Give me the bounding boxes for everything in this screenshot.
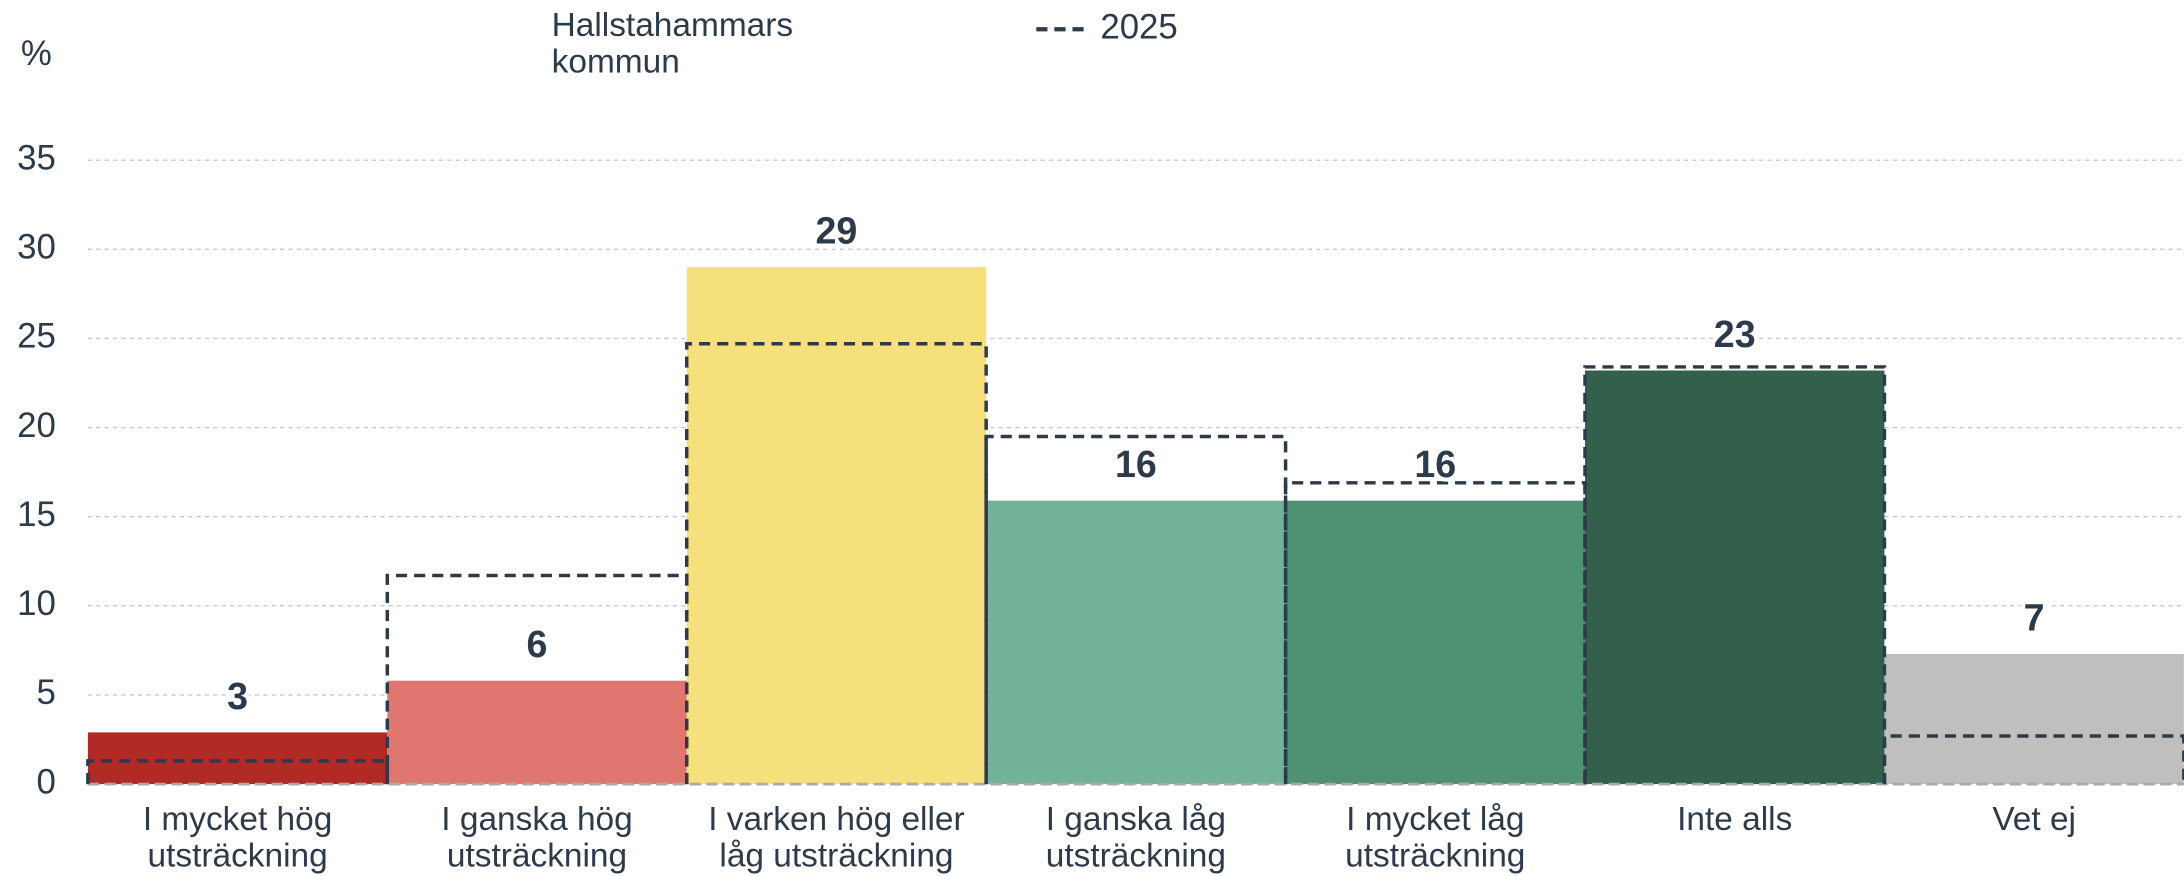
legend-label: 2025 <box>1100 7 1177 46</box>
x-tick-label-box: Vet ej <box>1992 802 2076 839</box>
x-tick-label: I ganska hög utsträckning <box>441 802 633 875</box>
x-tick-label: I mycket låg utsträckning <box>1345 802 1526 875</box>
bar <box>686 267 987 785</box>
reference-outline <box>1583 365 1887 785</box>
y-axis-label: % <box>21 34 52 73</box>
y-tick-label: 5 <box>36 673 55 712</box>
x-tick-label-box: I mycket låg utsträckning <box>1345 802 1526 875</box>
bar <box>87 732 388 785</box>
y-tick-label: 30 <box>17 227 56 266</box>
bar <box>1585 370 1885 785</box>
x-tick-label: I mycket hög utsträckning <box>142 802 333 875</box>
value-label: 16 <box>1414 443 1456 485</box>
x-tick-label: I varken hög eller låg utsträckning <box>708 802 965 875</box>
x-tick-label-box: I ganska hög utsträckning <box>441 802 633 875</box>
x-tick-label-box: Inte alls <box>1677 802 1793 839</box>
reference-outline <box>86 759 390 785</box>
x-tick-label-box: I mycket hög utsträckning <box>142 802 333 875</box>
y-tick-label: 10 <box>17 584 56 623</box>
value-label: 6 <box>527 623 548 665</box>
y-tick-label: 35 <box>17 138 56 177</box>
y-tick-label: 0 <box>36 762 55 801</box>
legend-label-box: Hallstahammars kommun <box>551 8 794 81</box>
y-tick-label: 15 <box>17 495 56 534</box>
value-label: 23 <box>1714 313 1756 355</box>
x-tick-label: Vet ej <box>1992 802 2076 839</box>
x-tick-label: Inte alls <box>1677 802 1793 839</box>
x-tick-label: I ganska låg utsträckning <box>1045 802 1226 875</box>
x-tick-label-box: I varken hög eller låg utsträckning <box>708 802 965 875</box>
legend-label: Hallstahammars kommun <box>551 8 794 81</box>
y-tick-label: 20 <box>17 406 56 445</box>
value-label: 7 <box>2024 596 2045 638</box>
value-label: 29 <box>816 210 858 252</box>
bar <box>986 500 1286 785</box>
value-label: 16 <box>1115 443 1157 485</box>
x-tick-label-box: I ganska låg utsträckning <box>1045 802 1226 875</box>
y-tick-label: 25 <box>17 317 56 356</box>
bar <box>387 680 687 785</box>
bar <box>1884 653 2184 785</box>
bar <box>1285 500 1586 785</box>
value-label: 3 <box>227 675 248 717</box>
